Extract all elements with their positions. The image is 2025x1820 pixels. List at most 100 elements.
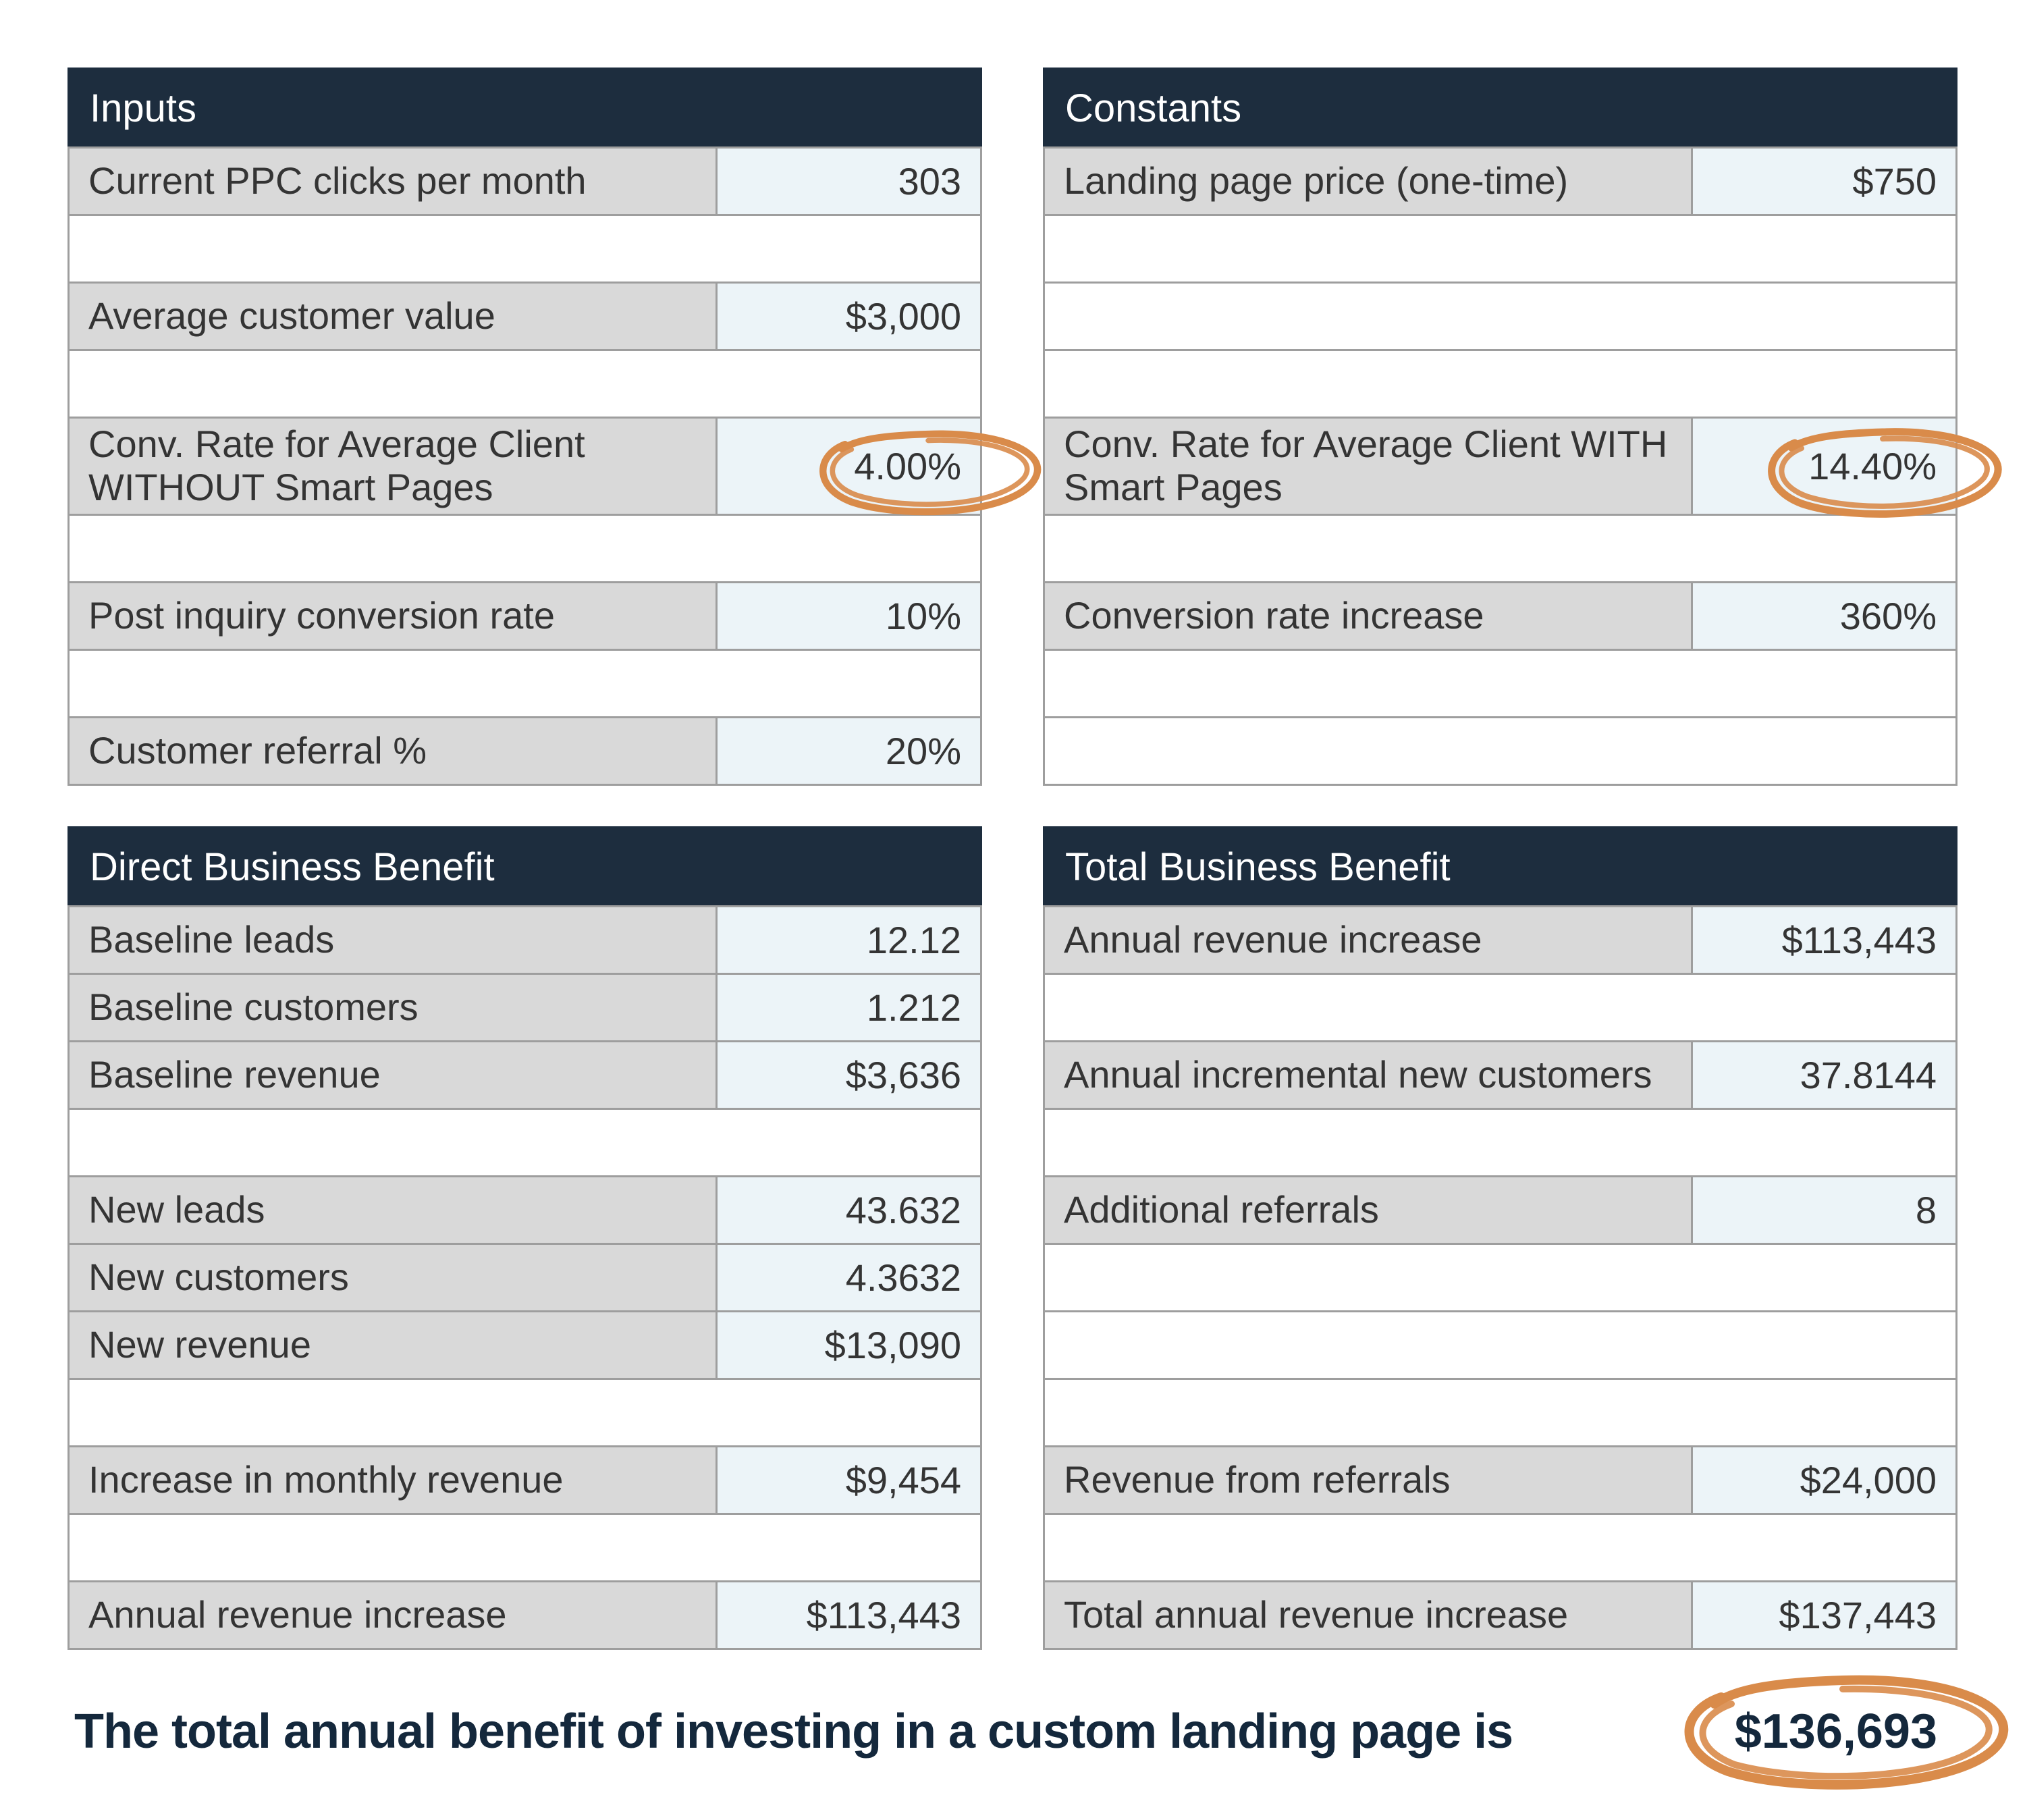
table-row — [1044, 283, 1957, 350]
table-row: Baseline customers1.212 — [69, 973, 981, 1041]
circle-highlight-icon — [807, 424, 1050, 518]
footer-value: $136,693 — [1721, 1697, 1951, 1766]
blank-row — [1044, 514, 1957, 582]
row-value: $750 — [1692, 148, 1956, 215]
table-row: Revenue from referrals$24,000 — [1044, 1446, 1957, 1514]
table-row — [69, 514, 981, 582]
table-row — [1044, 215, 1957, 283]
row-label: Increase in monthly revenue — [69, 1446, 717, 1514]
panel-constants-header: Constants — [1043, 68, 1958, 146]
table-row — [1044, 350, 1957, 418]
blank-row — [1044, 283, 1957, 350]
blank-row — [1044, 649, 1957, 717]
row-label: New revenue — [69, 1311, 717, 1379]
table-row: Annual revenue increase$113,443 — [69, 1581, 981, 1649]
row-label: New customers — [69, 1243, 717, 1311]
blank-row — [1044, 1108, 1957, 1176]
panel-constants-body: Landing page price (one-time)$750 Conv. … — [1044, 148, 1957, 785]
row-label: Baseline leads — [69, 906, 717, 973]
row-value: $13,090 — [716, 1311, 981, 1379]
row-label: New leads — [69, 1176, 717, 1243]
table-row — [69, 649, 981, 717]
circled-value: 14.40% — [1808, 444, 1937, 488]
row-value: $113,443 — [716, 1581, 981, 1649]
table-row: New leads43.632 — [69, 1176, 981, 1243]
blank-row — [1044, 350, 1957, 418]
row-label: Revenue from referrals — [1044, 1446, 1692, 1514]
panel-constants: Constants Landing page price (one-time)$… — [1043, 68, 1958, 786]
panel-direct: Direct Business Benefit Baseline leads12… — [68, 826, 982, 1650]
circled-value: 4.00% — [854, 444, 961, 488]
row-label: Annual revenue increase — [69, 1581, 717, 1649]
blank-row — [69, 1108, 981, 1176]
panel-inputs-table: Current PPC clicks per month303 Average … — [68, 146, 982, 786]
panel-total-table: Annual revenue increase$113,443 Annual i… — [1043, 905, 1958, 1650]
panel-total-body: Annual revenue increase$113,443 Annual i… — [1044, 906, 1957, 1649]
blank-row — [1044, 1514, 1957, 1581]
table-row: New customers4.3632 — [69, 1243, 981, 1311]
panel-direct-body: Baseline leads12.12Baseline customers1.2… — [69, 906, 981, 1649]
footer: The total annual benefit of investing in… — [68, 1697, 1958, 1766]
panel-inputs-body: Current PPC clicks per month303 Average … — [69, 148, 981, 785]
row-value: 4.3632 — [716, 1243, 981, 1311]
table-row — [1044, 514, 1957, 582]
blank-row — [1044, 717, 1957, 784]
table-row: Annual revenue increase$113,443 — [1044, 906, 1957, 973]
panel-direct-header: Direct Business Benefit — [68, 826, 982, 905]
blank-row — [1044, 1379, 1957, 1446]
table-row: Customer referral %20% — [69, 717, 981, 784]
row-label: Landing page price (one-time) — [1044, 148, 1692, 215]
table-row — [69, 350, 981, 418]
table-row — [1044, 1311, 1957, 1379]
row-value: $3,000 — [716, 283, 981, 350]
row-label: Average customer value — [69, 283, 717, 350]
row-value: 12.12 — [716, 906, 981, 973]
table-row: Average customer value$3,000 — [69, 283, 981, 350]
table-row — [1044, 1514, 1957, 1581]
footer-value-text: $136,693 — [1735, 1705, 1937, 1759]
table-row: Current PPC clicks per month303 — [69, 148, 981, 215]
blank-row — [1044, 1243, 1957, 1311]
blank-row — [69, 1379, 981, 1446]
table-row — [69, 215, 981, 283]
table-row — [1044, 1379, 1957, 1446]
row-value: 303 — [716, 148, 981, 215]
table-row: Increase in monthly revenue$9,454 — [69, 1446, 981, 1514]
blank-row — [69, 1514, 981, 1581]
panel-total: Total Business Benefit Annual revenue in… — [1043, 826, 1958, 1650]
row-label: Conv. Rate for Average Client WITHOUT Sm… — [69, 418, 717, 515]
circle-highlight-icon — [1754, 424, 2011, 518]
row-label: Annual revenue increase — [1044, 906, 1692, 973]
row-label: Total annual revenue increase — [1044, 1581, 1692, 1649]
blank-row — [69, 514, 981, 582]
row-value: $9,454 — [716, 1446, 981, 1514]
table-row — [1044, 1243, 1957, 1311]
row-value: 43.632 — [716, 1176, 981, 1243]
row-label: Conv. Rate for Average Client WITH Smart… — [1044, 418, 1692, 515]
table-row: Conv. Rate for Average Client WITH Smart… — [1044, 418, 1957, 515]
blank-row — [1044, 1311, 1957, 1379]
blank-row — [1044, 973, 1957, 1041]
row-value: 1.212 — [716, 973, 981, 1041]
panel-inputs: Inputs Current PPC clicks per month303 A… — [68, 68, 982, 786]
row-label: Current PPC clicks per month — [69, 148, 717, 215]
table-row: Conversion rate increase360% — [1044, 582, 1957, 649]
table-row: Conv. Rate for Average Client WITHOUT Sm… — [69, 418, 981, 515]
table-row — [69, 1514, 981, 1581]
row-value: $113,443 — [1692, 906, 1956, 973]
row-label: Annual incremental new customers — [1044, 1041, 1692, 1108]
row-value: 360% — [1692, 582, 1956, 649]
row-value: 14.40% — [1692, 418, 1956, 515]
table-row — [69, 1108, 981, 1176]
row-value: 10% — [716, 582, 981, 649]
table-row — [1044, 649, 1957, 717]
table-row: Landing page price (one-time)$750 — [1044, 148, 1957, 215]
panel-grid: Inputs Current PPC clicks per month303 A… — [68, 68, 1958, 1650]
table-row: Additional referrals8 — [1044, 1176, 1957, 1243]
table-row — [1044, 973, 1957, 1041]
table-row: Baseline leads12.12 — [69, 906, 981, 973]
table-row — [69, 1379, 981, 1446]
blank-row — [69, 215, 981, 283]
row-value: $24,000 — [1692, 1446, 1956, 1514]
row-value: 4.00% — [716, 418, 981, 515]
